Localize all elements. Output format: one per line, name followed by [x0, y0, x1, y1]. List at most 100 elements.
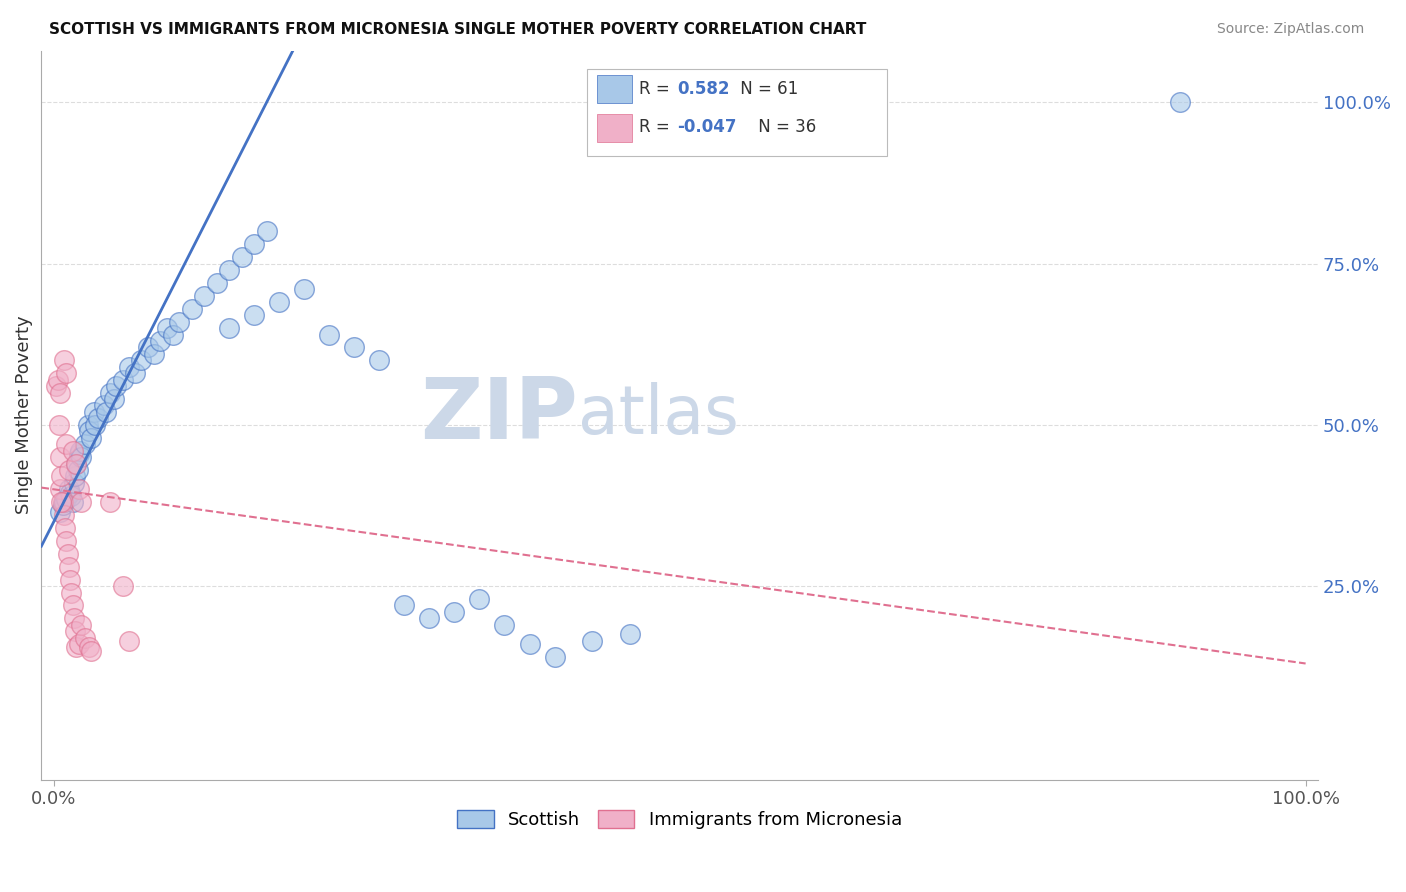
Point: [86, 411, 108, 425]
Point: [55, 491, 77, 506]
Point: [53, 521, 76, 535]
Point: [269, 295, 291, 310]
Text: N = 36: N = 36: [752, 119, 815, 136]
Point: [98, 385, 121, 400]
Text: SCOTTISH VS IMMIGRANTS FROM MICRONESIA SINGLE MOTHER POVERTY CORRELATION CHART: SCOTTISH VS IMMIGRANTS FROM MICRONESIA S…: [49, 22, 866, 37]
Point: [124, 366, 146, 380]
Point: [49, 483, 72, 497]
Point: [55, 437, 77, 451]
Bar: [596, 114, 633, 142]
Point: [59, 485, 82, 500]
Point: [418, 611, 440, 625]
Point: [49, 505, 72, 519]
Point: [69, 443, 91, 458]
Point: [58, 463, 80, 477]
Point: [96, 405, 118, 419]
Bar: [596, 76, 633, 103]
Point: [51, 469, 73, 483]
Point: [62, 443, 84, 458]
Point: [218, 263, 240, 277]
Point: [581, 634, 603, 648]
Point: [60, 489, 83, 503]
Point: [52, 495, 75, 509]
Point: [70, 617, 93, 632]
Point: [243, 237, 266, 252]
Point: [63, 469, 86, 483]
Point: [111, 579, 134, 593]
Point: [84, 417, 107, 432]
Point: [494, 617, 516, 632]
Point: [519, 637, 541, 651]
Point: [49, 385, 72, 400]
Point: [118, 359, 141, 374]
Point: [80, 431, 103, 445]
Text: atlas: atlas: [578, 382, 738, 448]
Point: [55, 366, 77, 380]
Point: [218, 321, 240, 335]
Point: [62, 599, 84, 613]
Point: [131, 353, 153, 368]
Point: [136, 340, 159, 354]
Point: [162, 327, 184, 342]
Point: [205, 276, 228, 290]
Text: R =: R =: [638, 119, 675, 136]
Point: [103, 392, 125, 406]
Point: [231, 250, 253, 264]
Point: [1170, 95, 1192, 110]
Point: [52, 508, 75, 523]
Point: [180, 301, 202, 316]
Point: [52, 499, 75, 513]
Point: [45, 379, 67, 393]
Y-axis label: Single Mother Poverty: Single Mother Poverty: [15, 316, 32, 515]
Point: [52, 353, 75, 368]
Point: [70, 495, 93, 509]
Point: [155, 321, 177, 335]
Point: [70, 450, 93, 464]
Point: [76, 417, 98, 432]
Point: [56, 547, 79, 561]
Point: [118, 634, 141, 648]
Point: [77, 640, 100, 655]
Text: 0.582: 0.582: [678, 79, 730, 97]
Point: [58, 483, 80, 497]
Point: [167, 315, 190, 329]
Point: [66, 463, 89, 477]
Point: [111, 373, 134, 387]
Point: [67, 483, 90, 497]
Point: [46, 373, 69, 387]
Point: [619, 627, 641, 641]
Point: [48, 417, 70, 432]
Point: [63, 624, 86, 639]
Point: [65, 457, 87, 471]
Point: [543, 650, 565, 665]
Point: [51, 495, 73, 509]
Point: [59, 573, 82, 587]
Point: [63, 611, 86, 625]
Point: [468, 592, 491, 607]
Point: [75, 437, 97, 451]
Text: -0.047: -0.047: [678, 119, 737, 136]
Text: ZIP: ZIP: [420, 374, 578, 457]
Point: [318, 327, 340, 342]
Point: [80, 643, 103, 657]
FancyBboxPatch shape: [586, 69, 887, 156]
Point: [77, 424, 100, 438]
Point: [52, 495, 75, 509]
Point: [83, 405, 105, 419]
Point: [65, 640, 87, 655]
Point: [256, 224, 278, 238]
Legend: Scottish, Immigrants from Micronesia: Scottish, Immigrants from Micronesia: [450, 803, 910, 836]
Point: [55, 533, 77, 548]
Point: [394, 599, 416, 613]
Point: [62, 495, 84, 509]
Point: [98, 495, 121, 509]
Point: [93, 399, 115, 413]
Point: [49, 450, 72, 464]
Point: [65, 457, 87, 471]
Point: [143, 347, 166, 361]
Text: Source: ZipAtlas.com: Source: ZipAtlas.com: [1216, 22, 1364, 37]
Point: [105, 379, 128, 393]
Point: [343, 340, 366, 354]
Point: [243, 308, 266, 322]
Point: [60, 585, 83, 599]
